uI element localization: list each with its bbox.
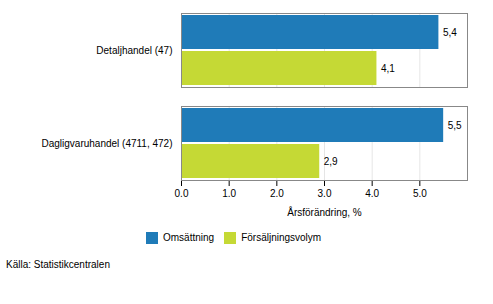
html-text:Källa: Statistikcentralen: Källa: Statistikcentralen bbox=[6, 259, 110, 270]
html-text:Försäljningsvolym: Försäljningsvolym bbox=[241, 232, 322, 243]
svg-text:3.0: 3.0 bbox=[318, 188, 332, 199]
svg-text:4.0: 4.0 bbox=[365, 188, 379, 199]
html-text:Omsättning: Omsättning bbox=[163, 232, 215, 243]
svg-text:1.0: 1.0 bbox=[222, 188, 236, 199]
svg-text:5,4: 5,4 bbox=[443, 27, 457, 38]
svg-text:5.0: 5.0 bbox=[413, 188, 427, 199]
svg-text:Dagligvaruhandel (4711, 472): Dagligvaruhandel (4711, 472) bbox=[41, 138, 172, 149]
svg-text:0.0: 0.0 bbox=[175, 188, 189, 199]
svg-text:Detaljhandel (47): Detaljhandel (47) bbox=[96, 45, 172, 56]
svg-text:Årsförändring, %: Årsförändring, % bbox=[287, 206, 362, 218]
svg-text:2.0: 2.0 bbox=[270, 188, 284, 199]
svg-text:2,9: 2,9 bbox=[324, 156, 338, 167]
svg-text:4,1: 4,1 bbox=[381, 63, 395, 74]
svg-text:5,5: 5,5 bbox=[448, 120, 462, 131]
